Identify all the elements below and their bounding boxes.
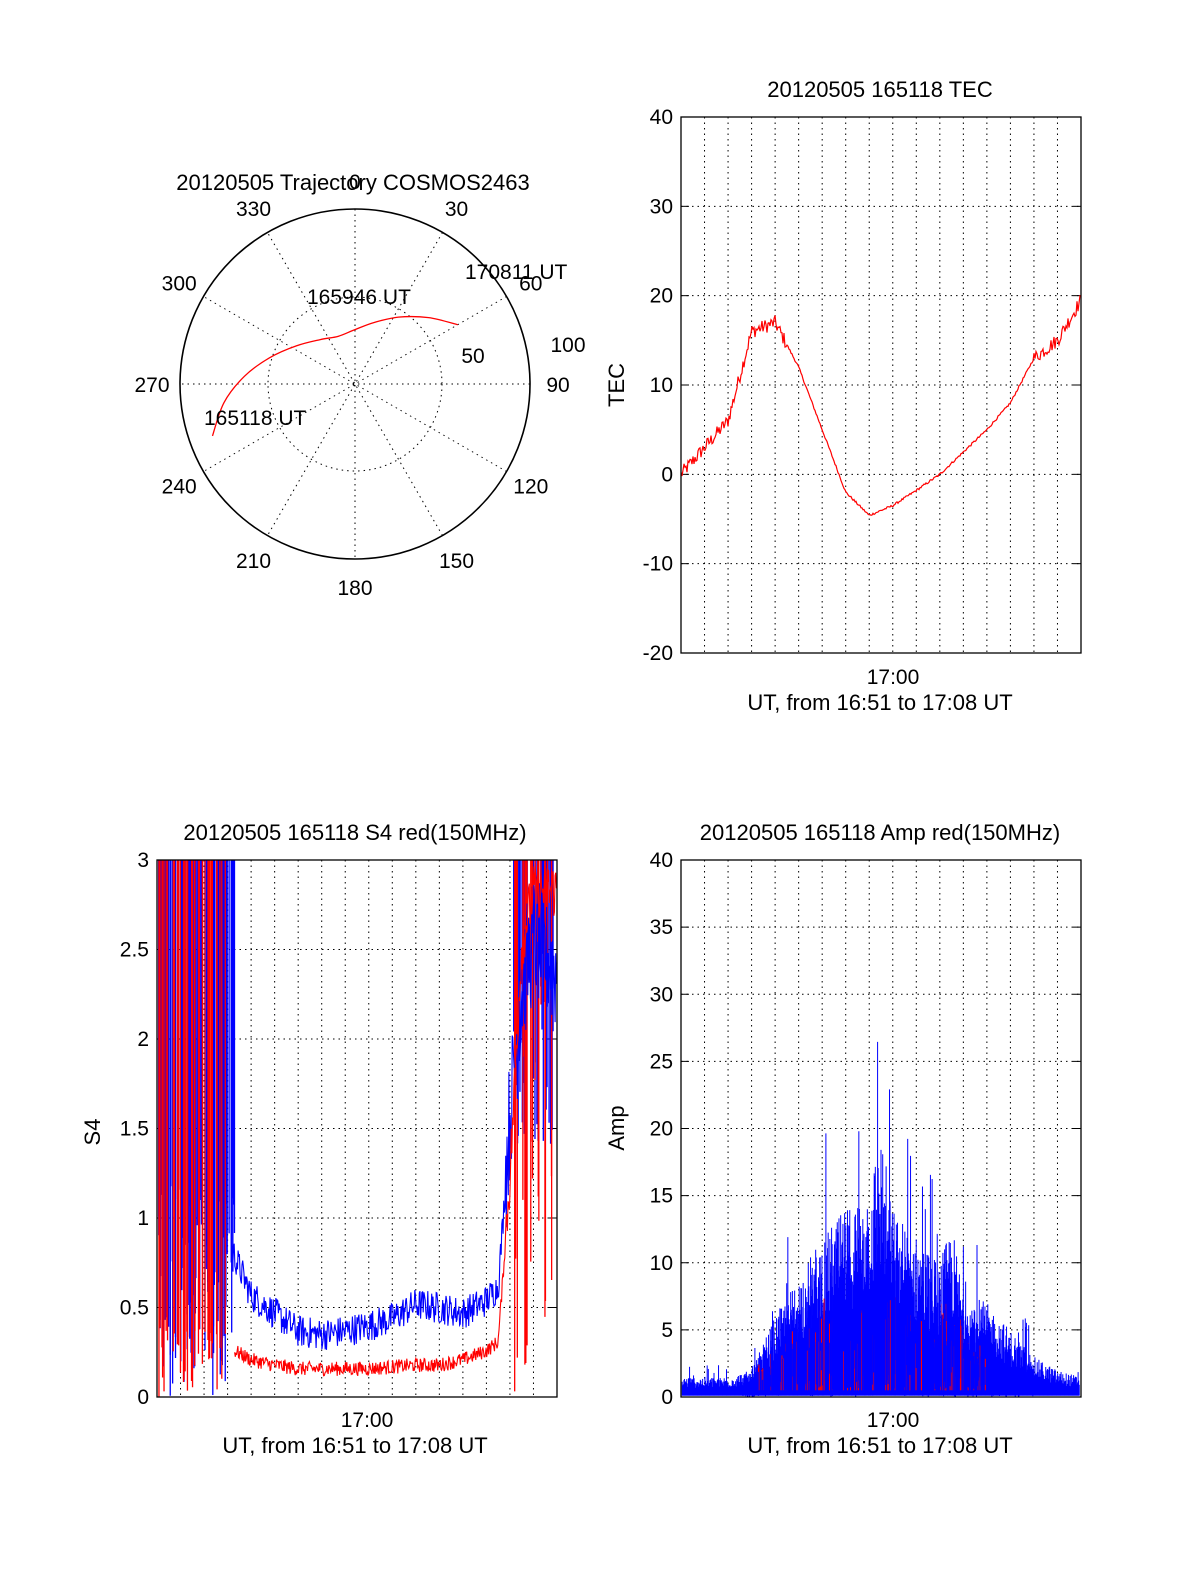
polar-azimuth-label: 60 — [519, 273, 542, 296]
y-tick-label: 30 — [650, 983, 673, 1006]
polar-spoke — [203, 296, 507, 472]
polar-azimuth-labels: 0 30 60 90 120 150 180 210 240 270 300 330 — [134, 171, 569, 600]
tec-x-label: UT, from 16:51 to 17:08 UT — [747, 690, 1012, 715]
y-tick-label: 25 — [650, 1050, 673, 1073]
polar-azimuth-label: 0 — [349, 171, 361, 194]
tec-title: 20120505 165118 TEC — [767, 77, 993, 102]
y-tick-label: 1 — [137, 1207, 149, 1230]
tec-frame — [680, 116, 1082, 654]
s4-title: 20120505 165118 S4 red(150MHz) — [183, 820, 526, 845]
polar-spoke — [267, 232, 443, 536]
polar-panel: 20120505 Trajectory COSMOS2463 0 30 60 90 12… — [134, 170, 585, 600]
tec-x-tick-label: 17:00 — [867, 666, 920, 689]
s4-frame — [156, 859, 558, 1398]
s4-y-ticks: 3 2.5 2 1.5 1 0.5 0 — [120, 849, 557, 1409]
tec-y-ticks: 40 30 20 10 0 -10 -20 — [643, 106, 1081, 665]
amp-grid — [681, 860, 1081, 1397]
polar-azimuth-label: 300 — [162, 273, 197, 296]
y-tick-label: 2.5 — [120, 939, 149, 962]
polar-azimuth-label: 330 — [236, 198, 271, 221]
polar-elev-label-50: 50 — [461, 345, 484, 368]
tec-grid — [681, 117, 1081, 653]
polar-azimuth-label: 240 — [162, 476, 197, 499]
s4-series-blue — [231, 883, 558, 1350]
y-tick-label: 10 — [650, 1252, 673, 1275]
polar-annot-mid: 165946 UT — [307, 286, 411, 309]
y-tick-label: 0.5 — [120, 1297, 149, 1320]
amp-x-label: UT, from 16:51 to 17:08 UT — [747, 1433, 1012, 1458]
polar-spoke — [267, 232, 443, 536]
y-tick-label: 3 — [137, 849, 149, 872]
y-tick-label: 0 — [661, 1386, 673, 1409]
y-tick-label: 20 — [650, 1118, 673, 1141]
y-tick-label: 30 — [650, 195, 673, 218]
y-tick-label: -20 — [643, 642, 673, 665]
y-tick-label: 10 — [650, 374, 673, 397]
y-tick-label: 0 — [661, 463, 673, 486]
polar-azimuth-label: 270 — [134, 374, 169, 397]
polar-azimuth-label: 30 — [445, 198, 468, 221]
polar-ring-inner — [267, 296, 443, 472]
polar-azimuth-label: 210 — [236, 550, 271, 573]
s4-x-tick-label: 17:00 — [341, 1409, 394, 1432]
amp-y-ticks: 40 35 30 25 20 15 10 5 0 — [650, 849, 1081, 1409]
polar-title: 20120505 Trajectory COSMOS2463 — [176, 170, 529, 195]
y-tick-label: 1.5 — [120, 1118, 149, 1141]
amp-frame — [680, 859, 1082, 1398]
polar-spokes — [180, 209, 530, 559]
tec-y-label: TEC — [604, 363, 629, 407]
polar-annot-start: 165118 UT — [204, 407, 307, 430]
tec-series-line — [680, 294, 1082, 516]
polar-trajectory-line — [211, 315, 458, 437]
amp-x-tick-label: 17:00 — [867, 1409, 920, 1432]
y-tick-label: -10 — [643, 553, 673, 576]
amp-y-label: Amp — [604, 1105, 629, 1150]
y-tick-label: 2 — [137, 1028, 149, 1051]
y-tick-label: 0 — [137, 1386, 149, 1409]
amp-noise-traces — [681, 1041, 1080, 1397]
y-tick-label: 5 — [661, 1319, 673, 1342]
s4-noise-traces — [157, 860, 554, 1397]
polar-annot-end: 170811 UT — [465, 261, 568, 284]
polar-spoke — [203, 296, 507, 472]
y-tick-label: 40 — [650, 849, 673, 872]
polar-elev-label-100: 100 — [550, 334, 585, 357]
amp-panel: 20120505 165118 Amp red(150MHz) 40 35 30 25… — [604, 820, 1082, 1458]
tec-panel: 20120505 165118 TEC 40 30 20 10 0 -10 -20 17:0… — [604, 77, 1082, 715]
s4-x-label: UT, from 16:51 to 17:08 UT — [222, 1433, 487, 1458]
polar-azimuth-label: 120 — [513, 476, 548, 499]
polar-azimuth-label: 150 — [439, 550, 474, 573]
y-tick-label: 35 — [650, 916, 673, 939]
s4-series-red — [234, 862, 558, 1377]
s4-panel: 20120505 165118 S4 red(150MHz) 3 2.5 2 1.5 1… — [80, 820, 558, 1458]
y-tick-label: 20 — [650, 285, 673, 308]
s4-y-label: S4 — [80, 1119, 105, 1146]
y-tick-label: 15 — [650, 1185, 673, 1208]
polar-azimuth-label: 90 — [546, 374, 569, 397]
amp-title: 20120505 165118 Amp red(150MHz) — [700, 820, 1060, 845]
y-tick-label: 40 — [650, 106, 673, 129]
polar-azimuth-label: 180 — [337, 577, 372, 600]
